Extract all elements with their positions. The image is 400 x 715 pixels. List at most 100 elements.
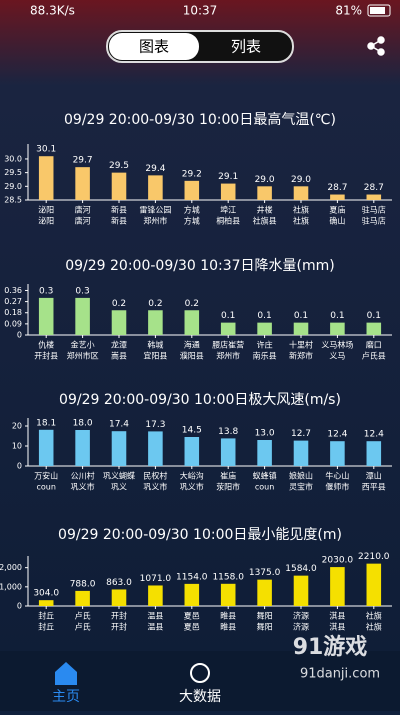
x-tick-label: 睢县 <box>220 622 236 632</box>
bar <box>38 156 54 200</box>
value-label: 788.0 <box>70 579 96 589</box>
tab[interactable]: 列表 <box>231 38 261 56</box>
y-tick-label: 0 <box>17 462 22 471</box>
x-tick-label: 封丘 <box>38 611 54 621</box>
bar <box>366 441 382 466</box>
x-tick-label: 巩义市 <box>180 482 204 492</box>
value-label: 0.3 <box>39 286 53 296</box>
value-label: 29.1 <box>218 172 238 182</box>
chart-title: 09/29 20:00-09/30 10:37日降水量(mm) <box>65 258 335 274</box>
y-tick-label: 10 <box>12 442 22 451</box>
x-tick-label: 淇县 <box>329 612 345 621</box>
bar <box>148 431 163 466</box>
bar <box>148 585 163 606</box>
value-label: 14.5 <box>182 426 202 436</box>
x-tick-label: 开封县 <box>34 351 58 361</box>
bar <box>38 429 54 466</box>
x-tick-label: 荥阳市 <box>216 482 240 492</box>
bar <box>111 431 127 466</box>
x-tick-label: 埠江 <box>220 205 236 215</box>
x-tick-label: 温县 <box>147 612 163 621</box>
bigdata-icon[interactable] <box>190 663 210 683</box>
chart-title: 09/29 20:00-09/30 10:00日极大风速(m/s) <box>59 392 341 408</box>
bar <box>257 322 272 335</box>
value-label: 1071.0 <box>140 574 172 584</box>
value-label: 18.0 <box>73 419 93 429</box>
net-speed: 88.3K/s <box>30 4 75 18</box>
x-tick-label: 潭山 <box>366 471 382 481</box>
x-tick-label: 郑州市区 <box>67 351 99 361</box>
x-tick-label: 仇楼 <box>38 340 54 350</box>
value-label: 17.4 <box>109 420 129 430</box>
value-label: 29.2 <box>182 169 202 179</box>
x-tick-label: 龙潭 <box>111 340 127 350</box>
x-tick-label: 巩义蝴蝶 <box>103 471 135 481</box>
x-tick-label: 泌阳 <box>38 205 54 215</box>
bar <box>111 310 127 335</box>
x-tick-label: 巩义市 <box>143 482 167 492</box>
value-label: 0.1 <box>221 311 235 321</box>
bar <box>330 322 345 335</box>
value-label: 0.2 <box>148 299 162 309</box>
bar <box>330 194 345 200</box>
bar <box>330 567 345 606</box>
y-tick-label: 29.0 <box>4 182 22 191</box>
value-label: 1375.0 <box>249 568 281 578</box>
x-tick-label: 开封 <box>111 611 127 621</box>
x-tick-label: 驻马店 <box>362 205 386 215</box>
value-label: 1158.0 <box>212 572 244 582</box>
value-label: 1584.0 <box>285 564 317 574</box>
x-tick-label: coun <box>36 483 55 492</box>
x-tick-label: 唐河 <box>75 205 91 215</box>
home-icon[interactable] <box>55 662 77 685</box>
x-tick-label: 社旗 <box>293 205 309 215</box>
value-label: 0.3 <box>75 286 89 296</box>
tab[interactable]: 图表 <box>139 38 169 56</box>
nav-item[interactable]: 大数据 <box>179 689 221 705</box>
x-tick-label: 济源 <box>293 622 309 632</box>
x-tick-label: 娘娘山 <box>289 471 313 481</box>
x-tick-label: 井楼 <box>257 205 273 215</box>
value-label: 0.2 <box>112 299 126 309</box>
share-icon[interactable] <box>367 36 385 56</box>
x-tick-label: 卢氏县 <box>362 351 386 361</box>
value-label: 304.0 <box>33 589 59 599</box>
x-tick-label: 郑州市 <box>216 351 240 361</box>
value-label: 29.0 <box>291 175 311 185</box>
x-tick-label: 崔庙 <box>220 471 236 481</box>
x-tick-label: 郑州市 <box>143 216 167 226</box>
value-label: 12.4 <box>364 430 384 440</box>
x-tick-label: 封丘 <box>38 622 54 632</box>
x-tick-label: 淇县 <box>329 623 345 632</box>
bar <box>75 167 90 200</box>
tab-selected-bg <box>109 33 199 60</box>
x-tick-label: 桐柏县 <box>216 216 240 226</box>
x-tick-label: 许庄 <box>257 340 273 350</box>
x-tick-label: 西平县 <box>362 483 386 492</box>
bar <box>257 579 272 606</box>
nav-item[interactable]: 主页 <box>52 689 80 705</box>
x-tick-label: 磨口 <box>366 340 382 350</box>
x-tick-label: 温县 <box>147 623 163 632</box>
y-tick-label: 1,000 <box>0 582 22 591</box>
x-tick-label: 驻马店 <box>362 216 386 226</box>
bar <box>220 322 236 335</box>
x-tick-label: 舞阳 <box>257 622 273 632</box>
x-tick-label: 民权村 <box>143 471 167 481</box>
x-tick-label: 夏邑 <box>184 623 200 632</box>
value-label: 29.7 <box>73 156 93 166</box>
x-tick-label: 方城 <box>184 216 200 226</box>
x-tick-label: coun <box>255 483 274 492</box>
x-tick-label: 大峪沟 <box>180 471 204 481</box>
x-tick-label: 卢氏 <box>75 622 91 632</box>
x-tick-label: 雷锋公园 <box>139 205 171 215</box>
bar <box>293 186 309 200</box>
bar <box>257 186 272 200</box>
x-tick-label: 义马 <box>329 352 345 361</box>
x-tick-label: 卢氏 <box>75 611 91 621</box>
x-tick-label: 万安山 <box>34 471 58 481</box>
x-tick-label: 夏邑 <box>184 612 200 621</box>
value-label: 13.8 <box>218 427 238 437</box>
chart-title: 09/29 20:00-09/30 10:00日最小能见度(m) <box>58 527 342 543</box>
